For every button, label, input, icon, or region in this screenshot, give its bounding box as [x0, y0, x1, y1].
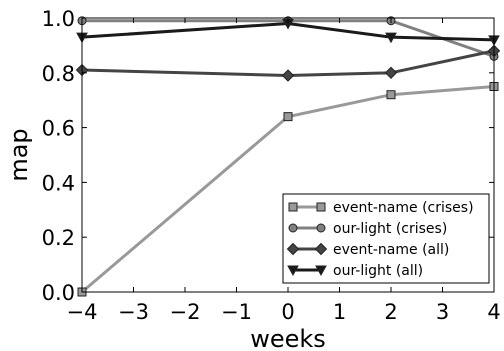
y-tick-label: 0.4 — [42, 171, 75, 195]
legend-marker-4-end — [315, 265, 327, 277]
series-3-point-2 — [281, 69, 295, 82]
series-1-point-2 — [283, 112, 293, 122]
y-tick-label: 0.8 — [42, 62, 75, 86]
legend-marker-2-end — [316, 223, 326, 233]
legend-marker-2 — [288, 223, 298, 233]
x-tick-label: 1 — [333, 300, 346, 324]
x-tick-label: −2 — [170, 300, 201, 324]
series-3-point-3 — [384, 66, 398, 80]
legend: event-name (crises) our-light (crises) eve… — [282, 193, 490, 284]
x-tick-label: −1 — [221, 300, 252, 324]
legend-label-3: event-name (all) — [333, 242, 449, 258]
y-tick-label: 1.0 — [42, 7, 75, 31]
series-1-point-3 — [386, 90, 396, 100]
x-tick-label: −4 — [67, 300, 98, 324]
series-4-point-3 — [385, 32, 397, 44]
legend-marker-4 — [287, 265, 299, 277]
x-tick-label: 0 — [281, 300, 294, 324]
legend-marker-3 — [286, 242, 300, 256]
series-line-1 — [81, 85, 495, 294]
series-line-4 — [81, 21, 495, 42]
x-tick-label: 2 — [384, 300, 397, 324]
series-line-3 — [81, 49, 495, 78]
x-tick-label: −3 — [118, 300, 149, 324]
plot-area — [75, 16, 501, 297]
legend-marker-1 — [288, 202, 298, 212]
axes: −4 −3 −2 −1 0 1 2 3 4 0.0 0.2 0.4 0.6 0.8 1.0 — [42, 7, 501, 324]
x-tick-label: 4 — [487, 300, 500, 324]
x-axis-title: weeks — [250, 325, 326, 351]
y-tick-label: 0.6 — [42, 117, 75, 141]
legend-label-1: event-name (crises) — [333, 200, 474, 216]
y-tick-label: 0.0 — [42, 281, 75, 305]
legend-marker-1-end — [316, 202, 326, 212]
legend-label-4: our-light (all) — [333, 263, 423, 279]
legend-marker-3-end — [314, 242, 328, 256]
y-tick-label: 0.2 — [42, 226, 75, 250]
x-tick-label: 3 — [436, 300, 449, 324]
y-axis-title: map — [5, 128, 33, 181]
legend-label-2: our-light (crises) — [333, 221, 447, 237]
